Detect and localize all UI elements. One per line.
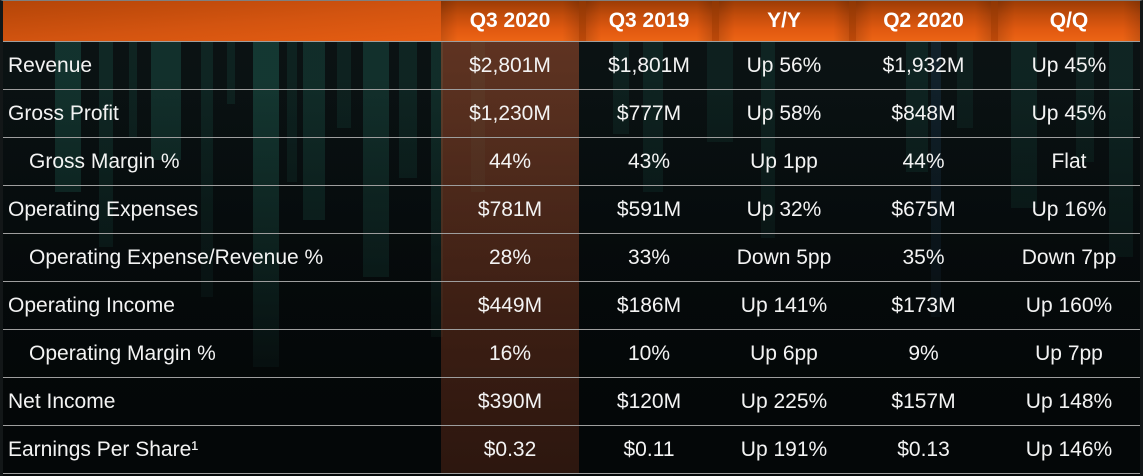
row-label: Operating Margin % — [29, 341, 216, 365]
table-row: Revenue $2,801M $1,801M Up 56% $1,932M U… — [3, 42, 1140, 90]
table-header-row: Q3 2020 Q3 2019 Y/Y Q2 2020 Q/Q — [3, 1, 1140, 42]
column-header-q3-2019: Q3 2019 — [586, 1, 712, 41]
value-cell: 16% — [488, 341, 532, 365]
table-row: Operating Income $449M $186M Up 141% $17… — [3, 282, 1140, 330]
column-header-qoq: Q/Q — [998, 1, 1140, 41]
value-cell: $1,932M — [882, 53, 965, 77]
value-cell: 10% — [627, 341, 671, 365]
column-header-q2-2020: Q2 2020 — [856, 1, 991, 41]
value-cell: Up 45% — [1031, 53, 1107, 77]
value-cell: $848M — [891, 101, 956, 125]
value-cell: Up 58% — [746, 101, 822, 125]
table-row: Operating Expense/Revenue % 28% 33% Down… — [3, 234, 1140, 282]
row-label: Gross Margin % — [29, 149, 180, 173]
value-cell: $675M — [891, 197, 956, 221]
value-cell: Up 148% — [1025, 389, 1113, 413]
value-cell: $1,230M — [469, 101, 551, 125]
value-cell: Up 160% — [1025, 293, 1113, 317]
value-cell: $449M — [477, 293, 543, 317]
table-row: Gross Profit $1,230M $777M Up 58% $848M … — [3, 90, 1140, 138]
row-label: Earnings Per Share¹ — [8, 437, 199, 461]
value-cell: Up 191% — [740, 437, 828, 461]
table-row: Operating Margin % 16% 10% Up 6pp 9% Up … — [3, 330, 1140, 378]
table-row: Operating Expenses $781M $591M Up 32% $6… — [3, 186, 1140, 234]
value-cell: $777M — [616, 101, 682, 125]
financial-results-table: Q3 2020 Q3 2019 Y/Y Q2 2020 Q/Q Revenue … — [3, 1, 1140, 474]
value-cell: Down 5pp — [736, 245, 832, 269]
value-cell: Up 7pp — [1035, 341, 1103, 365]
row-label: Net Income — [8, 389, 116, 413]
value-cell: $781M — [477, 197, 543, 221]
value-cell: 44% — [488, 149, 532, 173]
value-cell: $157M — [891, 389, 956, 413]
value-cell: 9% — [908, 341, 939, 365]
table-row: Earnings Per Share¹ $0.32 $0.11 Up 191% … — [3, 426, 1140, 474]
value-cell: $0.32 — [483, 437, 537, 461]
row-label: Operating Expenses — [8, 197, 199, 221]
row-label: Revenue — [8, 53, 93, 77]
value-cell: Up 45% — [1031, 101, 1107, 125]
value-cell: $120M — [616, 389, 682, 413]
value-cell: 28% — [488, 245, 532, 269]
value-cell: $186M — [616, 293, 682, 317]
value-cell: Flat — [1051, 149, 1087, 173]
table-row: Net Income $390M $120M Up 225% $157M Up … — [3, 378, 1140, 426]
value-cell: Up 146% — [1025, 437, 1113, 461]
value-cell: $1,801M — [608, 53, 690, 77]
value-cell: Down 7pp — [1021, 245, 1117, 269]
value-cell: Up 6pp — [750, 341, 818, 365]
column-header-q3-2020: Q3 2020 — [441, 1, 579, 41]
column-header-yoy: Y/Y — [719, 1, 849, 41]
value-cell: Up 56% — [746, 53, 822, 77]
header-spacer — [3, 1, 441, 41]
value-cell: $390M — [477, 389, 543, 413]
value-cell: Up 1pp — [750, 149, 818, 173]
value-cell: 33% — [627, 245, 671, 269]
value-cell: $0.11 — [623, 437, 675, 461]
value-cell: Up 16% — [1031, 197, 1107, 221]
value-cell: Up 225% — [740, 389, 828, 413]
current-quarter-column-highlight — [441, 42, 579, 474]
value-cell: 43% — [627, 149, 671, 173]
value-cell: Up 141% — [740, 293, 828, 317]
value-cell: $2,801M — [469, 53, 551, 77]
value-cell: 35% — [902, 245, 945, 269]
value-cell: Up 32% — [746, 197, 822, 221]
row-label: Operating Income — [8, 293, 175, 317]
value-cell: 44% — [902, 149, 945, 173]
row-label: Operating Expense/Revenue % — [29, 245, 324, 269]
value-cell: $173M — [891, 293, 956, 317]
value-cell: $591M — [616, 197, 682, 221]
table-row: Gross Margin % 44% 43% Up 1pp 44% Flat — [3, 138, 1140, 186]
value-cell: $0.13 — [897, 437, 950, 461]
row-label: Gross Profit — [8, 101, 119, 125]
